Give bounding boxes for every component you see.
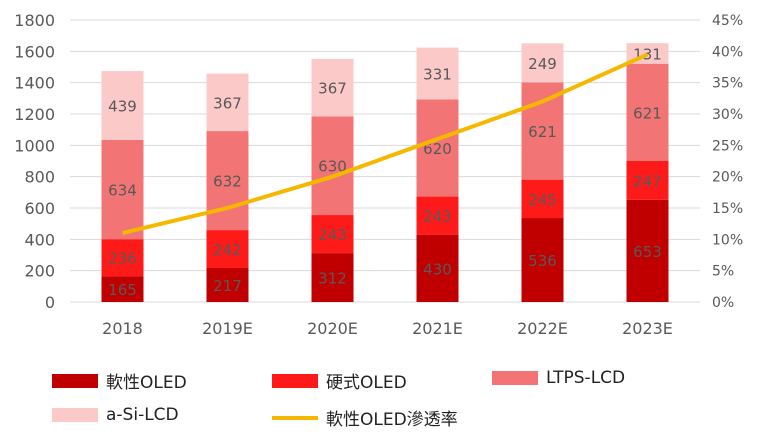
x-tick-label: 2019E	[202, 319, 253, 338]
data-label: 249	[528, 55, 557, 73]
y-tick-label: 400	[24, 230, 55, 249]
bar-segment	[626, 199, 669, 302]
bar-segment	[311, 215, 354, 254]
bar-segment	[311, 253, 354, 302]
y-tick-label: 1200	[14, 105, 55, 124]
y2-tick-label: 25%	[712, 138, 743, 154]
data-label: 245	[528, 191, 557, 209]
legend-label: 軟性OLED	[106, 373, 187, 393]
bar-segment	[311, 116, 354, 216]
legend-item-penetration: 軟性OLED滲透率	[272, 405, 458, 430]
x-tick-label: 2023E	[622, 319, 673, 338]
data-label: 653	[633, 243, 662, 261]
bar-segment	[311, 58, 354, 117]
data-label: 312	[318, 270, 347, 288]
legend-item-ltps-lcd: LTPS-LCD	[492, 368, 625, 388]
bar-segment	[206, 230, 249, 269]
data-label: 165	[108, 281, 137, 299]
chart-svg: 0 200 400 600 800 1000 1200 1400 1600 1800 0% 5% 10%…	[14, 11, 743, 338]
y-tick-label: 0	[45, 293, 55, 312]
bar-segment	[101, 71, 144, 140]
y2-tick-label: 15%	[712, 201, 743, 217]
y2-tick-label: 45%	[712, 13, 743, 29]
data-label: 217	[213, 277, 242, 295]
bar-segment	[626, 161, 669, 200]
bar-segment	[206, 131, 249, 231]
bar-segment	[416, 47, 459, 100]
bar-segment	[101, 239, 144, 277]
bar-segment	[626, 63, 669, 161]
data-label: 243	[423, 208, 452, 226]
bar-segment	[521, 82, 564, 180]
data-label: 632	[213, 173, 242, 191]
penetration-line	[122, 52, 649, 236]
legend-line	[272, 415, 318, 420]
legend-item-rigid-oled: 硬式OLED	[272, 368, 407, 393]
bar-segment	[416, 234, 459, 302]
legend-label: 軟性OLED滲透率	[326, 410, 458, 430]
y-tick-label: 200	[24, 262, 55, 281]
y-tick-label: 600	[24, 199, 55, 218]
legend-label: LTPS-LCD	[546, 368, 626, 388]
y2-tick-label: 30%	[712, 107, 743, 123]
data-label: 247	[633, 172, 662, 190]
bar-segment	[206, 73, 249, 132]
legend-item-a-si-lcd: a-Si-LCD	[52, 405, 179, 425]
bar-segment	[521, 43, 564, 83]
bar-segment	[521, 179, 564, 219]
y2-tick-label: 0%	[712, 295, 734, 311]
x-tick-label: 2020E	[307, 319, 358, 338]
y2-tick-label: 35%	[712, 76, 743, 92]
legend-label: a-Si-LCD	[106, 405, 179, 425]
legend-label: 硬式OLED	[326, 373, 407, 393]
data-label: 430	[423, 260, 452, 278]
y-tick-label: 1400	[14, 74, 55, 93]
legend-swatch	[272, 373, 318, 388]
data-label: 536	[528, 252, 557, 270]
data-label: 242	[213, 241, 242, 259]
x-tick-label: 2018	[102, 319, 143, 338]
bar-segment	[521, 218, 564, 302]
data-label: 621	[528, 123, 557, 141]
y2-tick-label: 10%	[712, 232, 743, 248]
y-tick-label: 1600	[14, 42, 55, 61]
y-tick-label: 1000	[14, 136, 55, 155]
bar-segment	[206, 268, 249, 302]
bar-segment	[416, 196, 459, 235]
legend-swatch	[52, 408, 98, 422]
data-label: 243	[318, 226, 347, 244]
y-tick-label: 1800	[14, 11, 55, 30]
legend-swatch	[492, 371, 538, 385]
x-tick-label: 2022E	[517, 319, 568, 338]
data-label: 439	[108, 97, 137, 115]
legend-swatch	[52, 373, 98, 388]
legend-item-flexible-oled: 軟性OLED	[52, 368, 187, 393]
x-tick-label: 2021E	[412, 319, 463, 338]
y-tick-label: 800	[24, 168, 55, 187]
bar-segment	[101, 276, 144, 302]
data-label: 331	[423, 66, 452, 84]
y2-tick-label: 20%	[712, 170, 743, 186]
data-label: 236	[108, 250, 137, 268]
data-label: 630	[318, 158, 347, 176]
data-label: 634	[108, 182, 137, 200]
data-label: 620	[423, 140, 452, 158]
y2-tick-label: 40%	[712, 44, 743, 60]
bar-segment	[101, 139, 144, 240]
data-label: 367	[318, 80, 347, 98]
data-label: 367	[213, 94, 242, 112]
y2-tick-label: 5%	[712, 264, 734, 280]
data-label: 621	[633, 104, 662, 122]
bar-segment	[416, 99, 459, 197]
